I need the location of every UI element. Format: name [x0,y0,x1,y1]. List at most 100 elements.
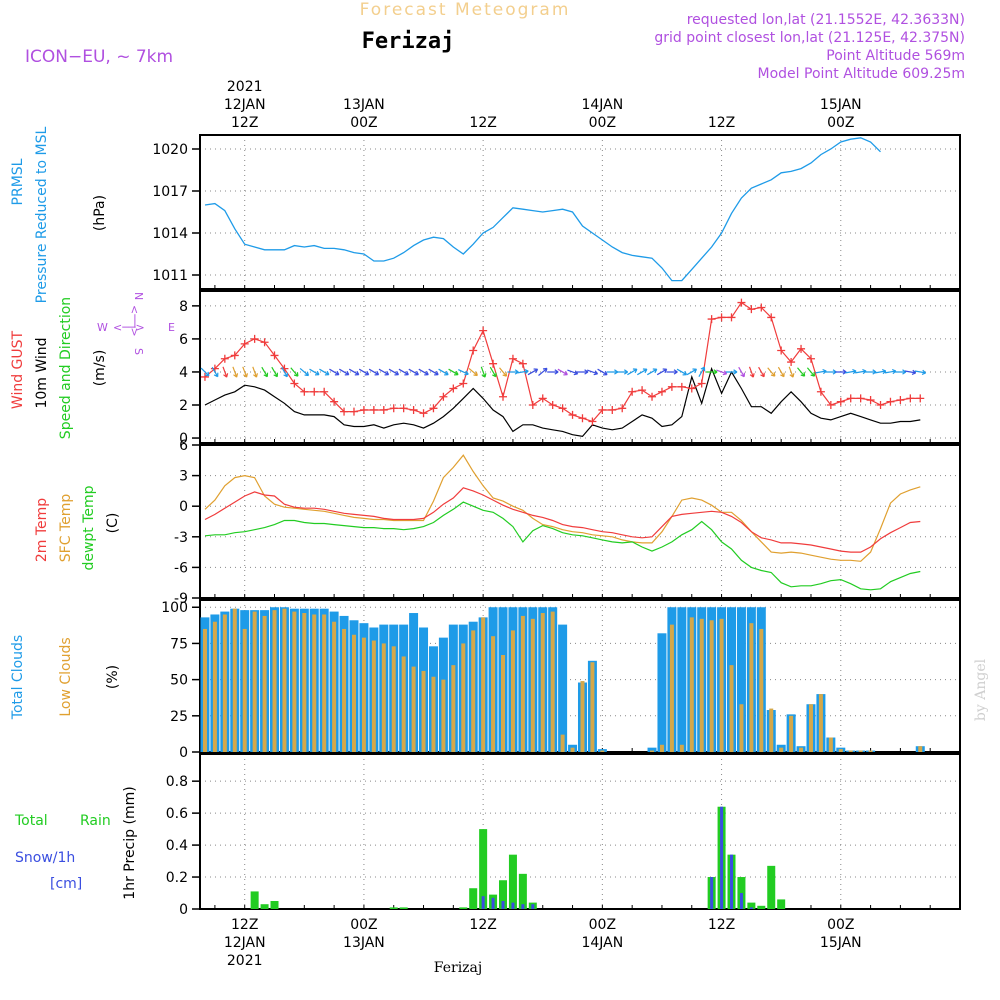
wind-arrow [815,368,827,375]
low-clouds-bar [600,750,605,752]
gust-point [906,394,915,403]
wind-arrow [232,366,239,378]
wind-arrow [398,368,409,376]
gust-point [449,384,458,393]
wind-arrow [894,369,907,375]
low-clouds-bar [838,749,843,752]
gust-point [727,313,736,322]
total-clouds-bar [647,747,657,752]
wind-10m-label: 10m Wind [34,337,50,408]
low-clouds-bar [262,615,267,752]
low-clouds-bar [272,610,277,752]
top-time-label: 12JAN [224,97,266,113]
gust-point [886,397,895,406]
clouds-panel-labels: Total Clouds Low Clouds (%) [10,635,121,720]
pressure-chart: 1011 1014 1017 1020 [152,134,961,290]
gust-point [866,396,875,405]
wind-arrow [616,369,629,375]
wind-arrow [698,366,706,378]
temp-2m-line [204,487,921,553]
low-clouds-bar [918,746,923,752]
ytick-label: 75 [170,636,188,652]
ytick-label: 2 [179,398,188,414]
top-time-label: 12Z [708,115,735,131]
compass-e: E [168,321,175,334]
gust-point [379,405,388,414]
low-clouds-bar [361,637,366,752]
bottom-time-label: 12Z [469,917,496,933]
top-time-label: 00Z [589,115,616,131]
wind-arrow [597,368,608,376]
wind-arrow [368,368,380,376]
gust-point [787,358,796,367]
wind-arrow [299,367,310,377]
wind-arrow [666,369,678,375]
snow-bar [730,854,734,909]
wind-arrow [211,366,219,378]
low-clouds-bar [252,611,257,752]
total-clouds-bar [736,607,746,752]
gust-point [767,313,776,322]
gust-point [260,338,269,347]
bottom-time-label: 13JAN [343,935,385,951]
wind-arrow [261,366,269,378]
wind-arrow [309,368,320,376]
wind-arrow [242,366,248,378]
gust-point [558,404,567,413]
gust-point [349,407,358,416]
low-clouds-bar [789,715,794,752]
gust-point [856,394,865,403]
gust-point [548,401,557,409]
low-clouds-bar [411,666,416,752]
low-clouds-bar [799,747,804,752]
wind-arrow [348,368,360,376]
rain-bar [459,907,468,909]
total-clouds-bar [677,607,687,752]
low-clouds-bar [659,744,664,752]
precip-ylabel: 1hr Precip (mm) [122,786,138,899]
snow-bar [720,806,724,909]
low-clouds-bar [858,750,863,752]
low-clouds-bar [212,621,217,752]
gust-point [777,346,786,355]
wind-arrow [637,368,648,376]
low-clouds-bar [202,628,207,752]
panel-frame [199,444,961,599]
gust-point [618,404,627,413]
wind-arrow [845,368,857,375]
bottom-time-label: 00Z [589,917,616,933]
ytick-label: 0 [179,745,188,761]
gust-point [389,404,398,413]
gust-point [687,384,696,393]
ytick-label: 1017 [152,184,188,200]
wind-arrow [706,369,718,375]
wind-gust-line [204,301,921,423]
wind-arrow [748,366,755,378]
wind-arrow [517,368,529,375]
wind-chart: 0 2 4 6 8 [179,290,961,447]
gust-point [667,382,676,391]
credit-watermark: by Angel [973,658,989,721]
wind-arrow [418,368,429,376]
top-time-label: 12Z [231,115,258,131]
low-clouds-bar [292,611,297,752]
wind-arrow [200,367,210,377]
low-clouds-bar [222,614,227,752]
wind-arrow [458,369,469,376]
ytick-label: 6 [179,332,188,348]
bottom-time-label: 12Z [231,917,258,933]
pressure-label-2: Pressure Reduced to MSL [34,126,50,303]
point-altitude: Point Altitude 569m [826,48,965,64]
ytick-label: 6 [179,438,188,454]
top-time-axis: 2021 12JAN 12Z 13JAN 00Z 12Z 14JAN 00Z 12Z 15JAN 0… [224,79,862,131]
wind-arrow [252,366,258,378]
gust-point [340,407,349,416]
pressure-unit: (hPa) [92,195,108,231]
panel-frame [199,290,961,444]
gust-point [250,334,259,343]
snow-bar [491,897,495,909]
low-clouds-bar [421,670,426,752]
low-clouds-bar [471,630,476,752]
total-clouds-bar [558,624,568,752]
compass-s: S [132,348,145,355]
